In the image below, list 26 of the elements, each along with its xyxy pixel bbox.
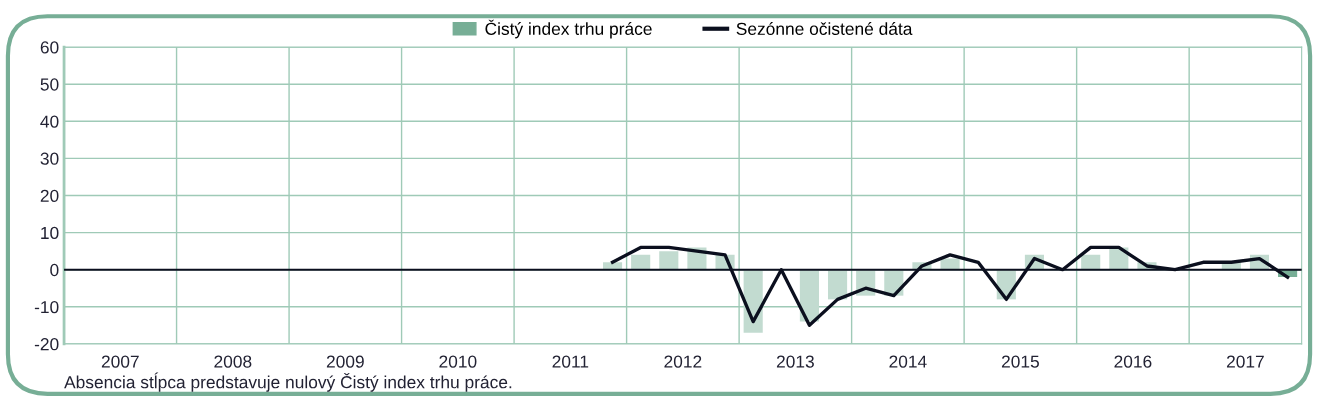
x-tick-label: 2007 xyxy=(101,355,139,368)
x-tick-label: 2011 xyxy=(552,355,589,368)
text: Absencia stĺpca predstavuje nulový Čistý index trhu práce. xyxy=(64,372,512,392)
x-tick-label: 2012 xyxy=(664,355,702,368)
x-tick-label: 2013 xyxy=(776,355,814,368)
bar xyxy=(1081,254,1101,270)
x-tick-label: 2014 xyxy=(889,355,927,368)
y-tick-label: -20 xyxy=(34,338,59,351)
x-tick-label: 2015 xyxy=(1001,355,1039,368)
legend-label: Sezónne očistené dáta xyxy=(736,22,913,35)
bar xyxy=(631,254,651,270)
legend-label: Čistý index trhu práce xyxy=(485,19,652,39)
bar xyxy=(659,251,679,270)
x-tick-label: 2017 xyxy=(1226,355,1264,368)
y-tick-label: 20 xyxy=(40,189,59,202)
x-tick-label: 2008 xyxy=(214,355,252,368)
x-tick-label: 2010 xyxy=(439,355,477,368)
x-tick-label: 2016 xyxy=(1114,355,1152,368)
x-tick-label: 2009 xyxy=(326,355,364,368)
y-tick-label: 40 xyxy=(40,115,59,128)
y-tick-label: 0 xyxy=(50,263,59,277)
y-tick-label: 10 xyxy=(41,226,59,240)
y-tick-label: 30 xyxy=(40,152,59,165)
y-tick-label: 50 xyxy=(40,78,59,91)
y-tick-label: -10 xyxy=(34,300,59,314)
y-tick-label: 60 xyxy=(40,41,59,54)
